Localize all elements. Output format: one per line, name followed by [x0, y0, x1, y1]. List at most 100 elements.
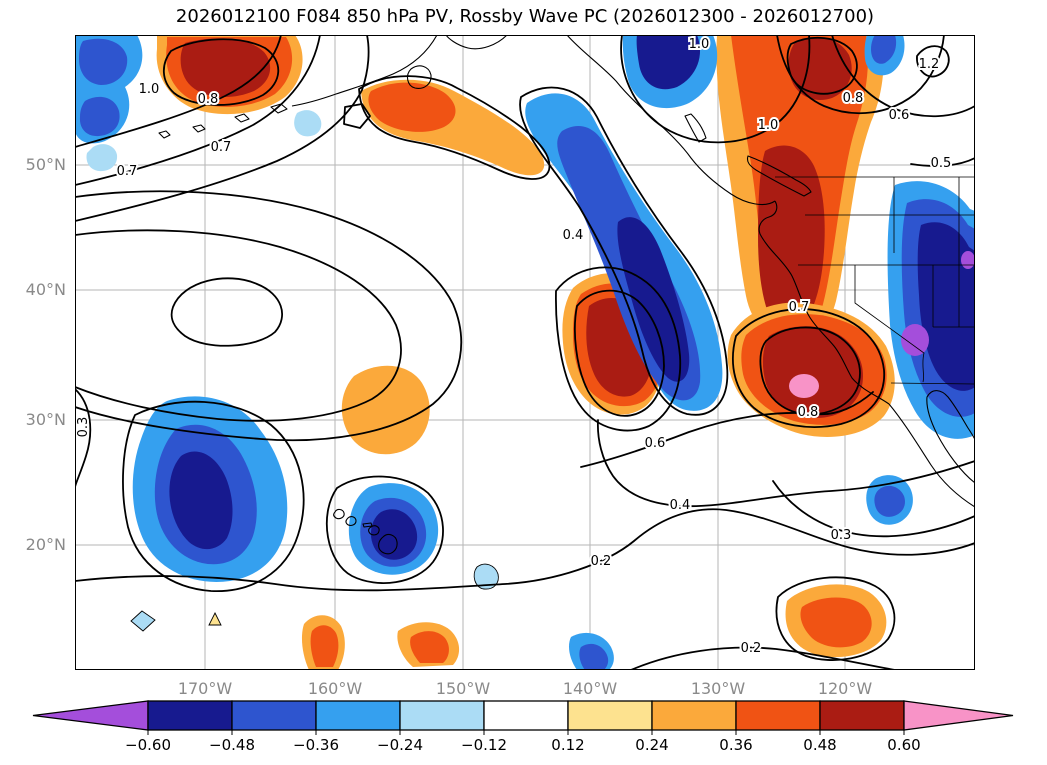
warm-blob-nw-core [180, 38, 271, 98]
contour [574, 289, 665, 417]
contour-label: 0.8 [843, 91, 864, 106]
colorbar-band-7 [651, 700, 737, 731]
x-tick-170w: 170°W [177, 679, 233, 698]
colorbar-tick-label: −0.36 [293, 736, 339, 754]
contour [519, 86, 729, 416]
colorbar-tick-label: 0.12 [551, 736, 585, 754]
x-tick-160w: 160°W [307, 679, 363, 698]
contour [831, 35, 975, 118]
colorbar-tick-label: 0.24 [635, 736, 669, 754]
coast-us-west [758, 200, 890, 405]
contour-label: 0.3 [76, 417, 91, 438]
contour [759, 326, 861, 416]
coast-alaska-peninsula [291, 35, 438, 107]
contour-lines [75, 35, 975, 670]
colorbar-band-6 [567, 700, 653, 731]
colorbar-tick-label: 0.60 [887, 736, 921, 754]
contour-label: 0.6 [645, 436, 666, 451]
colorbar-ticks [147, 730, 905, 735]
colorbar-tick-label: −0.48 [209, 736, 255, 754]
contour-label: 0.5 [931, 156, 952, 171]
colorbar-band-2 [231, 700, 317, 731]
coast-alaska-kenai [445, 35, 508, 50]
cold-nw-corner-core1 [79, 38, 128, 85]
y-tick-50n: 50°N [25, 155, 66, 174]
y-tick-20n: 20°N [25, 535, 66, 554]
contour-label: 0.4 [670, 498, 691, 513]
contour [555, 266, 682, 432]
warm-south1-core [310, 625, 339, 667]
contour [910, 157, 975, 167]
contour-label: 0.3 [831, 528, 852, 543]
contour [75, 35, 321, 186]
warm-coastal-core-top [788, 37, 852, 100]
cold-east-purple-spot2 [961, 251, 975, 269]
colorbar-band-8 [735, 700, 821, 731]
warm-band-north-core [368, 82, 456, 132]
contour-label: 0.6 [889, 108, 910, 123]
contour-label: 0.7 [211, 140, 232, 155]
contour [343, 103, 371, 129]
coast-aleutian-islands [158, 103, 288, 139]
contour [75, 35, 370, 222]
cold-ne-corner-core [871, 35, 897, 64]
contour [597, 419, 975, 508]
warm-midpacific-amber [341, 365, 430, 455]
x-tick-120w: 120°W [817, 679, 873, 698]
contour [122, 400, 305, 592]
contour-label: 1.0 [139, 82, 160, 97]
coast-haida-gwaii [684, 113, 707, 143]
contour-label: 0.7 [117, 164, 138, 179]
cold-small-spot-north [294, 110, 322, 137]
contour [75, 35, 282, 148]
coast-kodiak-island [406, 65, 432, 89]
contour-label: 1.0 [758, 118, 779, 133]
cold-nw-corner-core2 [79, 96, 120, 137]
contour [325, 475, 444, 584]
contour-label: 0.2 [591, 554, 612, 569]
colorbar-tick-label: 0.48 [803, 736, 837, 754]
cold-tiny-diamond [130, 610, 156, 632]
contour [772, 480, 975, 538]
contour [732, 308, 885, 428]
colorbar-arrow-left [32, 700, 149, 731]
contour-label: 0.8 [798, 405, 819, 420]
colorbar [32, 700, 1014, 735]
contour [776, 35, 945, 115]
colorbar-tick-label: −0.24 [377, 736, 423, 754]
warm-south2-core [410, 631, 449, 663]
warm-california-core [762, 326, 864, 418]
colorbar-band-1 [147, 700, 233, 731]
plot-area: 1.0 0.8 0.7 0.7 0.4 1.0 1.0 0.8 1.2 0.6 … [75, 35, 975, 670]
contour [162, 38, 280, 106]
map-canvas: 1.0 0.8 0.7 0.7 0.4 1.0 1.0 0.8 1.2 0.6 … [75, 35, 975, 670]
colorbar-arrow-right [903, 700, 1014, 731]
contour-label: 0.4 [563, 228, 584, 243]
contour [75, 229, 402, 422]
border-us-states [798, 177, 975, 385]
coast-bc-mainland [566, 35, 776, 206]
contour [75, 388, 92, 488]
contour-label: 0.7 [789, 300, 810, 315]
cold-sw-core [169, 451, 233, 550]
colorbar-band-5 [483, 700, 569, 731]
cold-se-core [874, 485, 905, 517]
coast-baja [888, 403, 975, 508]
colorbar-band-3 [315, 700, 401, 731]
warm-southeast-core [800, 597, 872, 648]
coast-hawaiian-islands [333, 508, 398, 555]
cold-south-core [579, 643, 609, 670]
cold-east-purple-spot [901, 324, 929, 356]
contour [75, 190, 463, 442]
coast-gulf-of-california [926, 390, 975, 484]
contour-label: 0.8 [198, 92, 219, 107]
colorbar-band-4 [399, 700, 485, 731]
filled-negative-anomalies [75, 35, 975, 670]
contour-label-layer: 1.0 0.8 0.7 0.7 0.4 1.0 1.0 0.8 1.2 0.6 … [75, 35, 953, 658]
colorbar-tick-label: −0.60 [125, 736, 171, 754]
coastlines [158, 35, 975, 555]
contour [916, 45, 950, 78]
contour [630, 646, 896, 670]
y-tick-40n: 40°N [25, 280, 66, 299]
x-tick-130w: 130°W [690, 679, 746, 698]
